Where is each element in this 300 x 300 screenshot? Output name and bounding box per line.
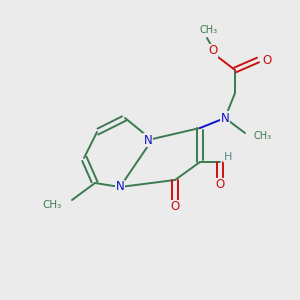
Text: N: N (220, 112, 230, 124)
Text: CH₃: CH₃ (43, 200, 62, 210)
Text: O: O (170, 200, 180, 214)
Text: O: O (208, 44, 217, 58)
Text: N: N (144, 134, 152, 146)
Text: N: N (116, 181, 124, 194)
Text: O: O (215, 178, 225, 191)
Text: H: H (224, 152, 232, 162)
Text: O: O (262, 53, 272, 67)
Text: CH₃: CH₃ (253, 131, 271, 141)
Text: CH₃: CH₃ (200, 25, 218, 35)
